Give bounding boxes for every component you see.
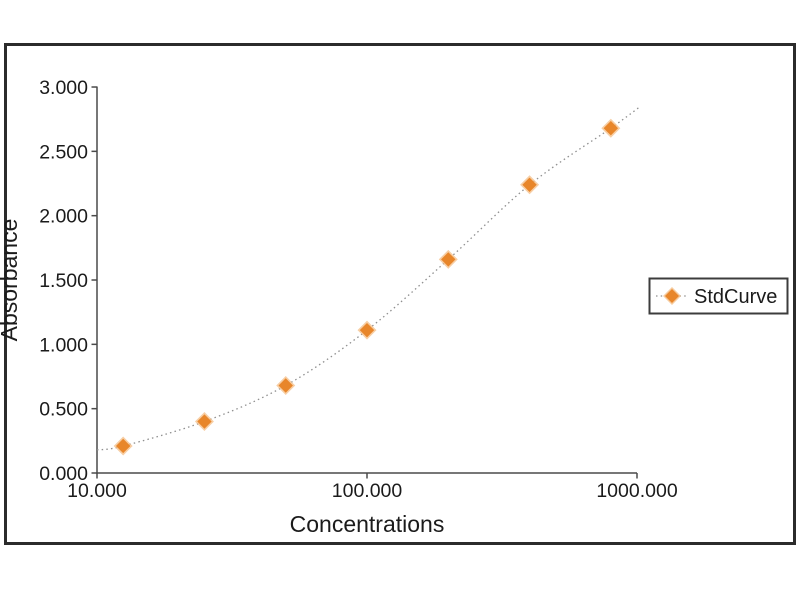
stdcurve-point-diamond-icon	[197, 414, 212, 429]
legend: StdCurve	[648, 277, 789, 315]
x-tick-label: 100.000	[332, 480, 403, 502]
x-tick-label: 10.000	[67, 480, 127, 502]
legend-marker-diamond-icon	[665, 289, 679, 303]
stdcurve-point-diamond-icon	[115, 438, 131, 454]
y-axis-ticks: 0.000 0.500 1.000 1.500 2.000 2.500 3.000	[39, 77, 97, 485]
y-tick-label: 3.000	[39, 77, 88, 99]
stdcurve-point-diamond-icon	[603, 120, 619, 136]
x-axis-ticks: 10.000 100.000 1000.000	[67, 473, 678, 502]
y-tick-label: 2.000	[39, 206, 88, 228]
legend-label: StdCurve	[694, 286, 777, 308]
y-axis-title: Absorbance	[0, 219, 22, 342]
stdcurve-point-diamond-icon	[441, 252, 456, 267]
data-points	[113, 118, 621, 456]
stdcurve-point-diamond-icon	[522, 177, 537, 193]
y-tick-label: 2.500	[39, 141, 88, 163]
y-tick-label: 1.500	[39, 270, 88, 292]
fit-curve-line	[96, 105, 641, 451]
y-tick-label: 0.500	[39, 399, 88, 421]
stdcurve-point-diamond-icon	[278, 378, 293, 393]
y-tick-label: 1.000	[39, 334, 88, 356]
x-axis-title: Concentrations	[290, 511, 445, 537]
fit-curve	[96, 105, 641, 451]
stdcurve-point-diamond-icon	[359, 322, 375, 338]
y-tick-label: 0.000	[39, 463, 88, 485]
x-tick-label: 1000.000	[596, 480, 677, 502]
